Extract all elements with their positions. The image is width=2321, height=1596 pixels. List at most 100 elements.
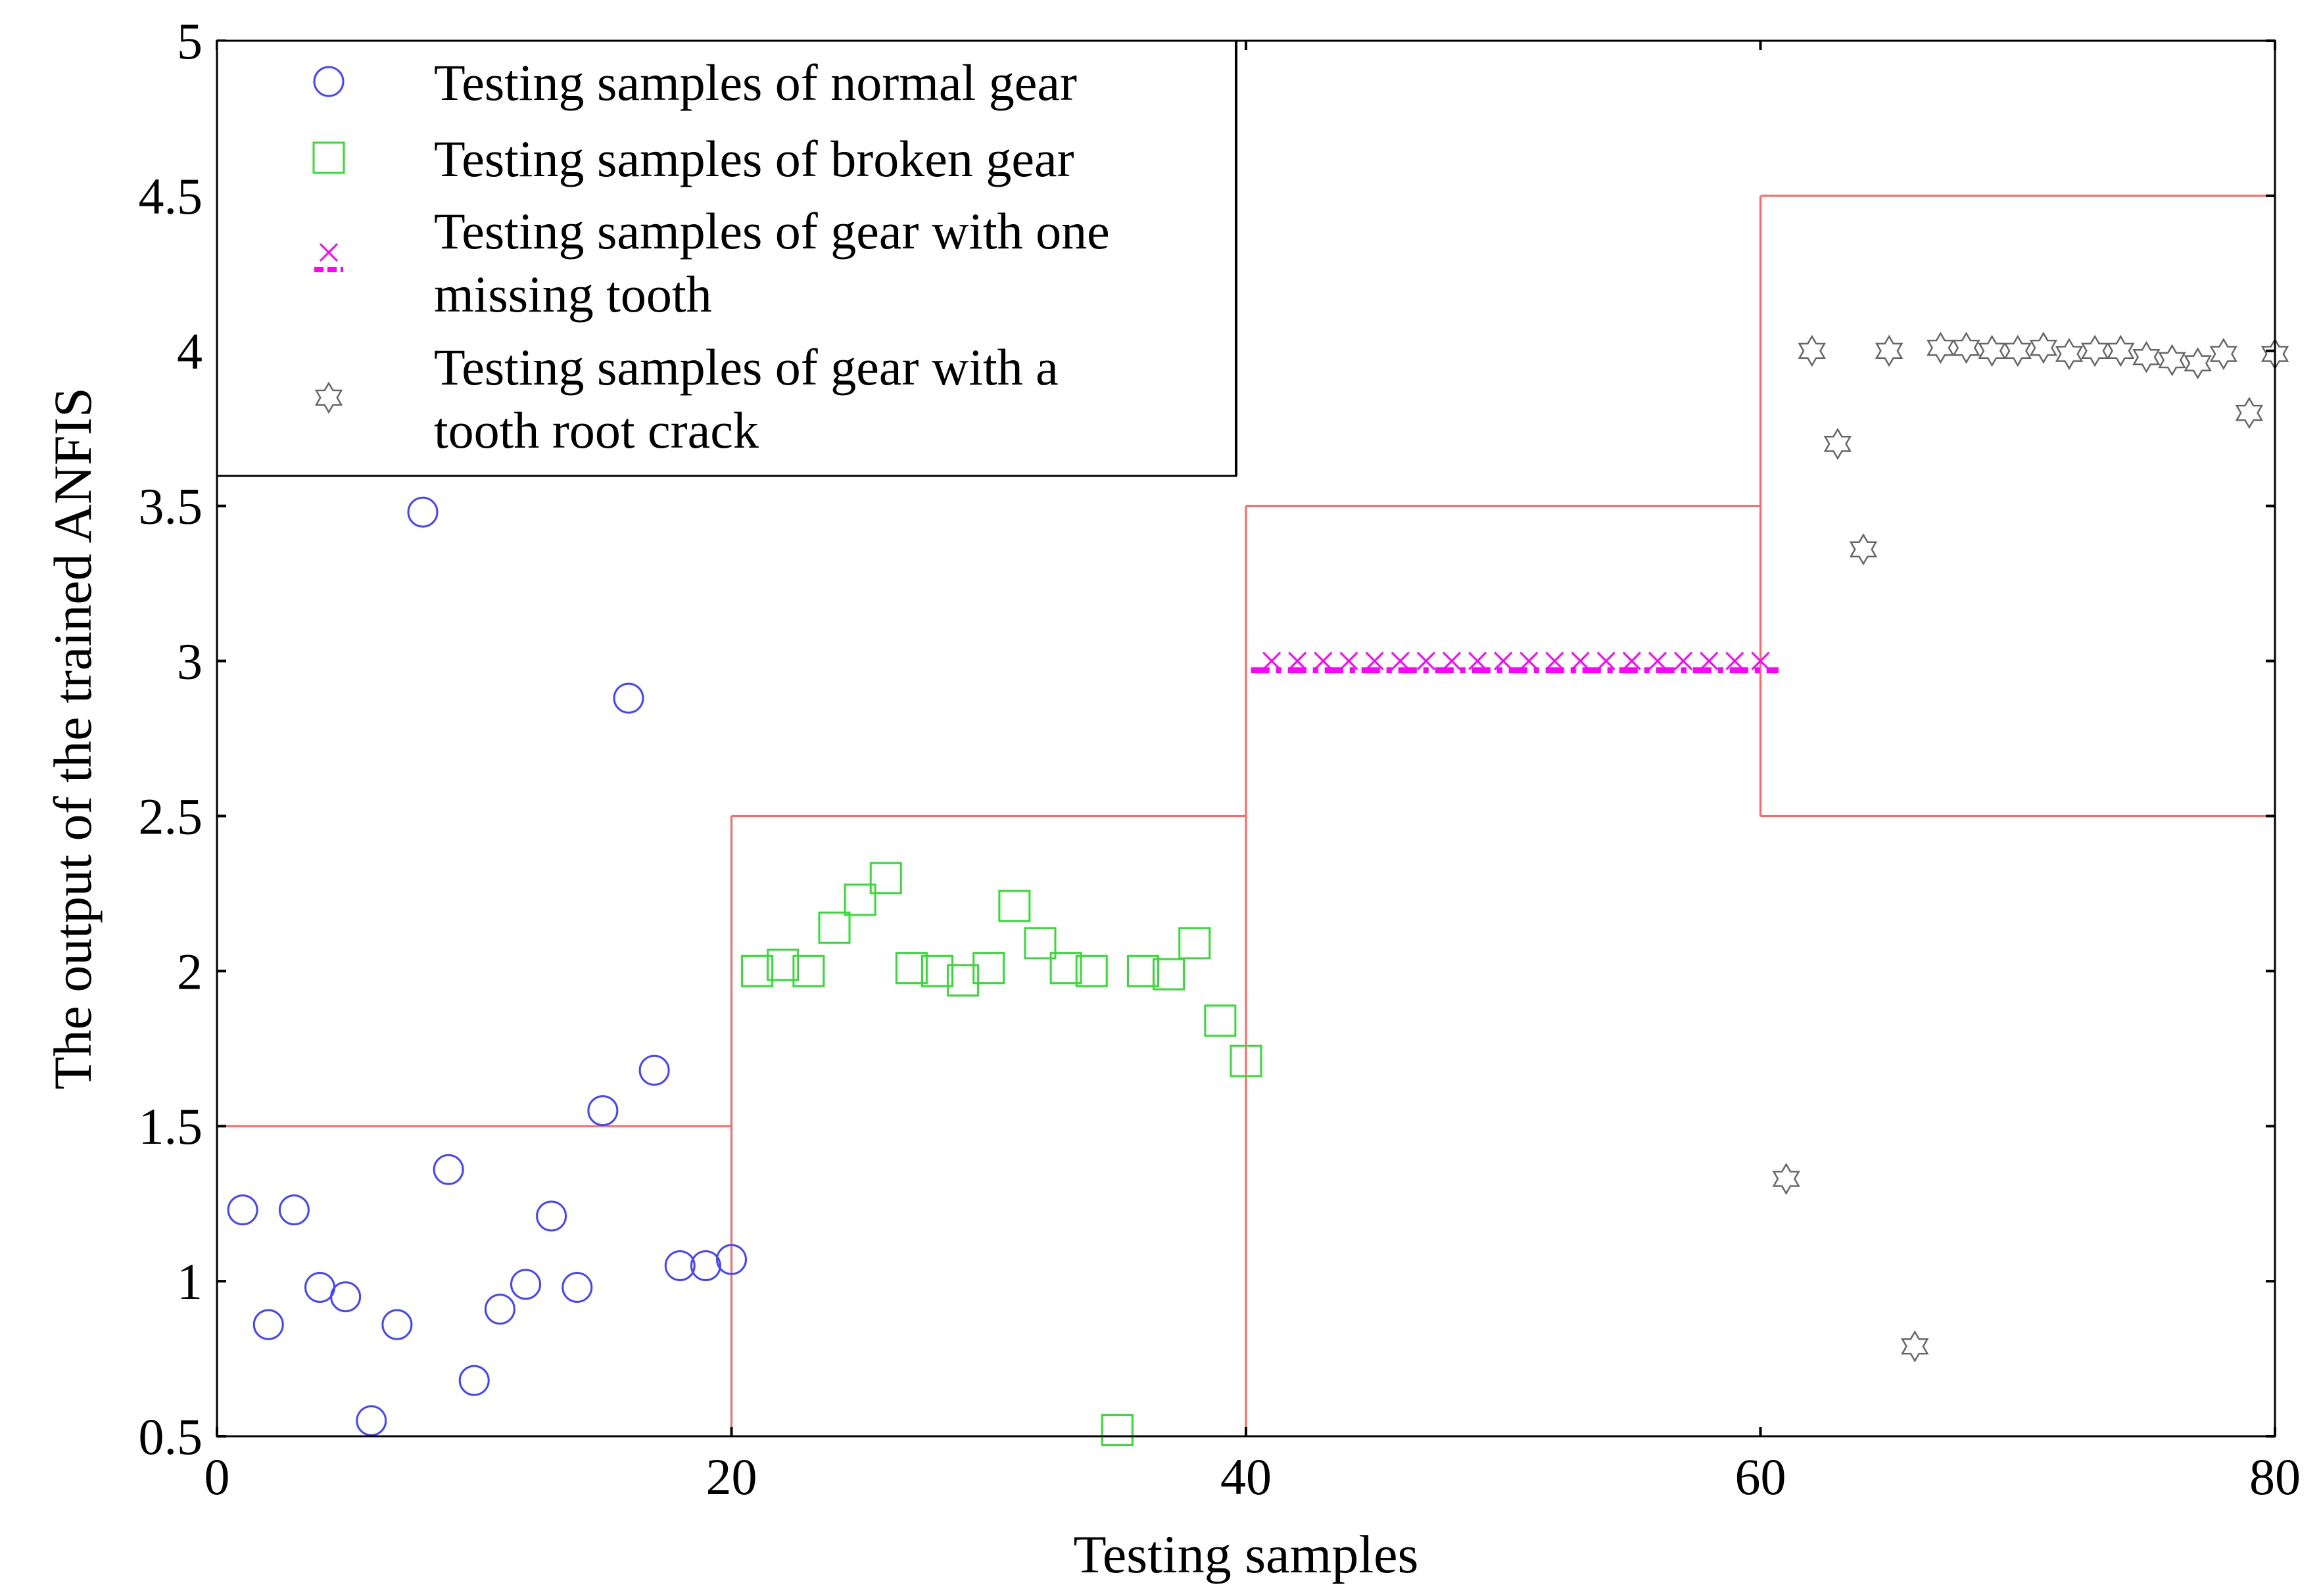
- point-s2-8: [1468, 651, 1487, 670]
- point-s2-18-stroke-b: [1725, 651, 1744, 670]
- series-0: [227, 496, 747, 1436]
- point-s3-2: [1823, 427, 1852, 460]
- legend-label-3-0: Testing samples of gear with a: [434, 339, 1059, 396]
- data-points: [227, 331, 2289, 1447]
- point-s2-5: [1391, 651, 1410, 670]
- point-s2-0: [1262, 651, 1281, 670]
- point-s2-11: [1545, 651, 1564, 670]
- legend-marker-1: [312, 141, 345, 174]
- point-s2-6-stroke-b: [1416, 651, 1435, 670]
- point-s0-18: [690, 1250, 721, 1282]
- y-tick-labels: 0.5 1 1.5 2 2.5 3 3.5 4 4.5 5: [139, 12, 203, 1465]
- point-s3-9: [2003, 335, 2032, 367]
- legend-label-2-1: missing tooth: [434, 266, 712, 323]
- point-s0-0: [227, 1194, 258, 1226]
- point-s1-15: [1127, 954, 1159, 987]
- point-s1-0: [741, 954, 774, 987]
- point-s1-14: [1101, 1414, 1134, 1447]
- point-s3-10: [2029, 331, 2058, 364]
- point-s3-7: [1952, 331, 1980, 364]
- point-s0-19: [716, 1244, 747, 1275]
- point-s2-9-stroke-b: [1494, 651, 1513, 670]
- point-s2-8-stroke-b: [1468, 651, 1487, 670]
- legend-marker-3: [314, 381, 343, 414]
- series-2: [1262, 651, 1770, 670]
- point-s2-5-stroke-b: [1391, 651, 1410, 670]
- point-s2-16-stroke-b: [1674, 651, 1693, 670]
- point-s0-4: [330, 1281, 362, 1313]
- point-s3-16: [2184, 347, 2212, 380]
- point-s1-7: [921, 954, 953, 987]
- point-s0-15: [613, 682, 644, 714]
- y-tick-label-9: 5: [177, 12, 203, 70]
- point-s2-10-stroke-b: [1519, 651, 1539, 670]
- point-s3-0: [1772, 1162, 1800, 1195]
- point-s2-16: [1674, 651, 1693, 670]
- point-s2-1: [1288, 651, 1307, 670]
- x-tick-labels: 0 20 40 60 80: [204, 1448, 2301, 1505]
- point-s0-2: [278, 1194, 310, 1226]
- point-s0-17: [664, 1250, 696, 1282]
- axis-ticks: [216, 39, 2276, 1438]
- point-s2-15-stroke-b: [1648, 651, 1667, 670]
- point-s1-18: [1204, 1004, 1237, 1037]
- point-s3-11: [2055, 338, 2084, 370]
- point-s2-2: [1314, 651, 1333, 670]
- point-s0-5: [356, 1405, 387, 1436]
- legend-label-2-0: Testing samples of gear with one: [434, 202, 1110, 260]
- point-s2-3: [1339, 651, 1358, 670]
- point-s1-3: [818, 911, 851, 944]
- point-s2-7-stroke-b: [1442, 651, 1462, 670]
- point-s0-6: [381, 1309, 413, 1340]
- point-s2-13-stroke-b: [1596, 651, 1615, 670]
- point-s1-17: [1178, 927, 1211, 960]
- point-s2-14: [1622, 651, 1641, 670]
- y-tick-label-3: 2: [177, 943, 203, 1000]
- point-s2-12: [1571, 651, 1590, 670]
- y-axis-label: The output of the trained ANFIS: [43, 387, 103, 1089]
- series-1: [741, 862, 1262, 1447]
- point-s3-15: [2158, 344, 2186, 377]
- legend-marker-0: [313, 66, 345, 97]
- point-s0-10: [484, 1294, 515, 1325]
- point-s0-14: [587, 1095, 619, 1127]
- legend: Testing samples of normal gear Testing sa…: [216, 39, 1237, 477]
- x-tick-label-4: 80: [2249, 1448, 2301, 1505]
- point-s2-7: [1442, 651, 1462, 670]
- y-tick-label-8: 4.5: [139, 168, 203, 225]
- point-s1-9: [972, 952, 1005, 985]
- point-s3-14: [2132, 340, 2161, 373]
- point-s2-12-stroke-b: [1571, 651, 1590, 670]
- x-tick-label-3: 60: [1735, 1448, 1786, 1505]
- legend-label-0-0: Testing samples of normal gear: [434, 54, 1077, 111]
- legend-label-3-1: tooth root crack: [434, 402, 759, 459]
- point-s0-16: [638, 1054, 670, 1086]
- point-s0-7: [407, 496, 439, 528]
- legend-marker-2: [319, 243, 339, 262]
- point-s3-17: [2209, 338, 2237, 371]
- point-s0-1: [252, 1309, 284, 1340]
- point-s2-19: [1751, 651, 1770, 670]
- point-s0-8: [433, 1154, 464, 1185]
- point-s3-3: [1849, 533, 1878, 566]
- x-tick-label-2: 40: [1220, 1448, 1272, 1505]
- point-s2-17-stroke-b: [1700, 651, 1719, 670]
- point-s1-19: [1230, 1044, 1262, 1077]
- x-axis-label: Testing samples: [1074, 1524, 1419, 1584]
- point-s1-1: [767, 949, 800, 981]
- point-s2-17: [1700, 651, 1719, 670]
- point-s0-11: [510, 1269, 541, 1300]
- point-s2-19-stroke-b: [1751, 651, 1770, 670]
- point-s0-12: [536, 1200, 567, 1232]
- point-s2-14-stroke-b: [1622, 651, 1641, 670]
- point-s2-4: [1365, 651, 1384, 670]
- point-s0-9: [458, 1365, 490, 1396]
- y-tick-label-4: 2.5: [139, 787, 203, 845]
- legend-marker-2-stroke-b: [319, 243, 339, 262]
- point-s3-4: [1875, 335, 1903, 367]
- point-s3-18: [2235, 396, 2264, 429]
- y-tick-label-1: 1: [177, 1253, 203, 1310]
- point-s2-13: [1596, 651, 1615, 670]
- point-s1-16: [1153, 958, 1185, 991]
